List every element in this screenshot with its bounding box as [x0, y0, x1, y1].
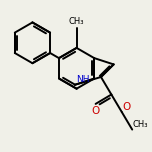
Text: O: O: [92, 105, 100, 116]
Text: NH: NH: [76, 75, 90, 84]
Text: CH₃: CH₃: [133, 120, 148, 129]
Text: O: O: [122, 102, 131, 112]
Text: CH₃: CH₃: [69, 17, 84, 26]
